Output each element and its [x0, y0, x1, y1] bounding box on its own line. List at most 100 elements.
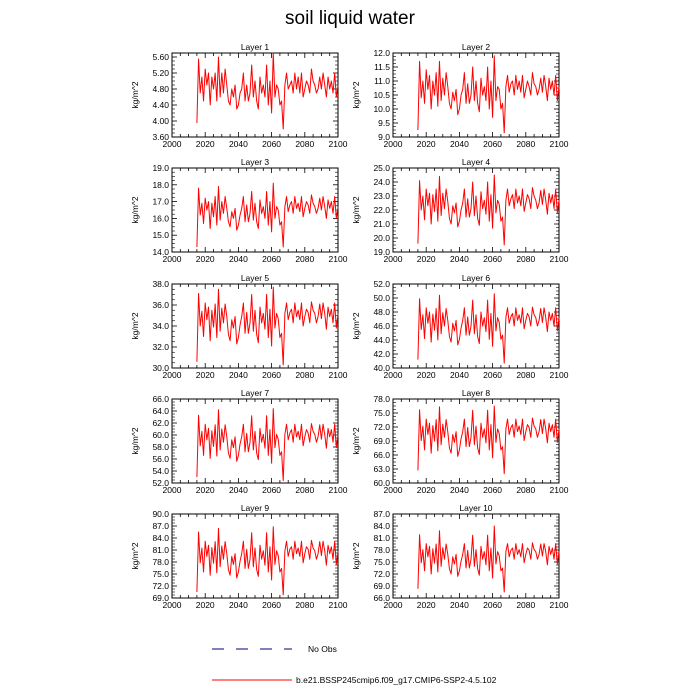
y-tick-label: 19.0	[152, 163, 169, 173]
y-tick-label: 18.0	[152, 180, 169, 190]
x-tick-label: 2100	[329, 485, 348, 495]
x-tick-label: 2000	[163, 485, 182, 495]
x-tick-label: 2080	[516, 254, 535, 264]
x-tick-label: 2000	[384, 370, 403, 380]
y-tick-label: 69.0	[373, 581, 390, 591]
y-tick-label: 19.0	[373, 247, 390, 257]
x-tick-label: 2020	[196, 485, 215, 495]
series-line	[196, 526, 339, 596]
panel-title: Layer 1	[241, 42, 270, 52]
x-tick-label: 2000	[163, 370, 182, 380]
y-tick-label: 12.0	[373, 48, 390, 58]
y-tick-label: 10.0	[373, 104, 390, 114]
x-tick-label: 2100	[550, 600, 569, 610]
series-line	[417, 293, 560, 364]
panel-title: Layer 7	[241, 388, 270, 398]
y-axis-label: kg/m^2	[130, 196, 140, 223]
y-tick-label: 52.0	[152, 478, 169, 488]
x-tick-label: 2040	[229, 139, 248, 149]
y-tick-label: 46.0	[373, 321, 390, 331]
x-tick-label: 2080	[295, 600, 314, 610]
legend: No Obs b.e21.BSSP245cmip6.f09_g17.CMIP6-S…	[212, 644, 497, 685]
y-tick-label: 36.0	[152, 300, 169, 310]
y-axis-label: kg/m^2	[351, 312, 361, 339]
panel-layer-3: 2000 2020 2040 2060 2080 2100 14.0 15.0 16.0 17.0…	[130, 157, 348, 264]
y-tick-label: 87.0	[152, 521, 169, 531]
y-tick-label: 21.0	[373, 219, 390, 229]
y-tick-label: 50.0	[373, 293, 390, 303]
x-tick-label: 2000	[163, 139, 182, 149]
y-tick-label: 75.0	[373, 557, 390, 567]
y-tick-label: 66.0	[152, 394, 169, 404]
y-tick-label: 48.0	[373, 307, 390, 317]
x-tick-label: 2100	[550, 254, 569, 264]
y-tick-label: 11.5	[374, 62, 390, 72]
y-tick-label: 64.0	[152, 406, 169, 416]
x-tick-label: 2100	[329, 600, 348, 610]
y-tick-label: 23.0	[373, 191, 390, 201]
y-axis-label: kg/m^2	[130, 542, 140, 569]
y-tick-label: 60.0	[373, 478, 390, 488]
x-tick-label: 2020	[196, 254, 215, 264]
panel-title: Layer 10	[459, 503, 492, 513]
y-axis-label: kg/m^2	[351, 427, 361, 454]
y-tick-label: 56.0	[152, 454, 169, 464]
y-tick-label: 11.0	[374, 76, 390, 86]
panel-layer-7: 2000 2020 2040 2060 2080 2100 52.0 54.0 56.0 58.0…	[130, 388, 348, 495]
x-tick-label: 2040	[229, 254, 248, 264]
y-tick-label: 54.0	[152, 466, 169, 476]
y-tick-label: 69.0	[373, 436, 390, 446]
y-tick-label: 20.0	[373, 233, 390, 243]
panel-layer-10: 2000 2020 2040 2060 2080 2100 66.0 69.0 72.0 75.0…	[351, 503, 569, 610]
y-axis-label: kg/m^2	[351, 196, 361, 223]
y-tick-label: 34.0	[152, 321, 169, 331]
legend-no-obs-label: No Obs	[308, 644, 337, 654]
y-tick-label: 44.0	[373, 335, 390, 345]
y-tick-label: 81.0	[373, 533, 390, 543]
series-line	[417, 174, 560, 246]
x-tick-label: 2060	[483, 139, 502, 149]
x-tick-label: 2080	[295, 485, 314, 495]
y-axis-label: kg/m^2	[130, 427, 140, 454]
x-tick-label: 2020	[196, 139, 215, 149]
y-tick-label: 60.0	[152, 430, 169, 440]
y-tick-label: 69.0	[152, 593, 169, 603]
series-line	[196, 52, 339, 130]
x-tick-label: 2060	[262, 370, 281, 380]
y-tick-label: 25.0	[373, 163, 390, 173]
panel-title: Layer 8	[462, 388, 491, 398]
x-tick-label: 2060	[483, 370, 502, 380]
y-tick-label: 78.0	[373, 394, 390, 404]
panel-title: Layer 2	[462, 42, 491, 52]
y-tick-label: 75.0	[373, 408, 390, 418]
x-tick-label: 2020	[417, 600, 436, 610]
series-line	[417, 55, 560, 134]
y-tick-label: 16.0	[152, 213, 169, 223]
y-tick-label: 78.0	[152, 557, 169, 567]
series-line	[417, 525, 560, 593]
y-tick-label: 17.0	[152, 197, 169, 207]
y-tick-label: 15.0	[152, 230, 169, 240]
panel-title: Layer 4	[462, 157, 491, 167]
y-tick-label: 72.0	[152, 581, 169, 591]
y-tick-label: 32.0	[152, 342, 169, 352]
series-line	[196, 182, 339, 248]
panel-layer-1: 2000 2020 2040 2060 2080 2100 3.60 4.00 4.40 4.80…	[130, 42, 348, 149]
y-axis-label: kg/m^2	[351, 81, 361, 108]
y-tick-label: 40.0	[373, 363, 390, 373]
panel-title: Layer 3	[241, 157, 270, 167]
y-tick-label: 72.0	[373, 569, 390, 579]
x-tick-label: 2060	[483, 485, 502, 495]
panel-layer-2: 2000 2020 2040 2060 2080 2100 9.0 9.5 10.0 10.5 11…	[351, 42, 569, 149]
series-line	[196, 408, 339, 482]
x-tick-label: 2040	[450, 370, 469, 380]
y-tick-label: 66.0	[373, 450, 390, 460]
x-tick-label: 2040	[450, 485, 469, 495]
y-tick-label: 14.0	[152, 247, 169, 257]
y-tick-label: 84.0	[152, 533, 169, 543]
x-tick-label: 2100	[550, 485, 569, 495]
panel-layer-9: 2000 2020 2040 2060 2080 2100 69.0 72.0 75.0 78.0…	[130, 503, 348, 610]
x-tick-label: 2040	[450, 254, 469, 264]
